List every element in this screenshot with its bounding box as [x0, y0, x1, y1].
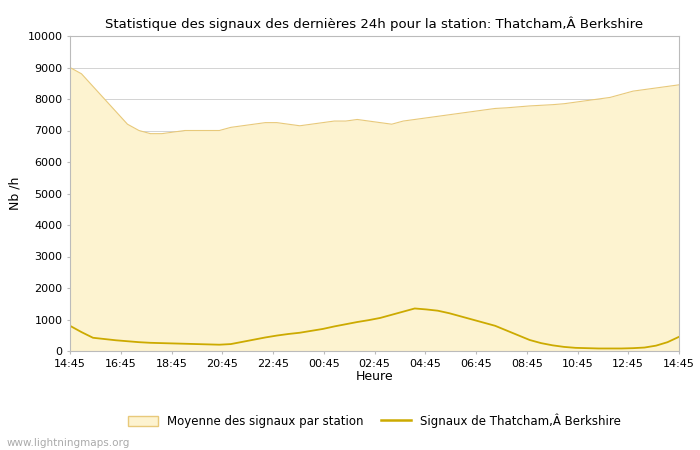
X-axis label: Heure: Heure — [356, 370, 393, 383]
Title: Statistique des signaux des dernières 24h pour la station: Thatcham,Â Berkshire: Statistique des signaux des dernières 24… — [106, 16, 643, 31]
Legend: Moyenne des signaux par station, Signaux de Thatcham,Â Berkshire: Moyenne des signaux par station, Signaux… — [128, 414, 621, 428]
Text: www.lightningmaps.org: www.lightningmaps.org — [7, 438, 130, 448]
Y-axis label: Nb /h: Nb /h — [9, 177, 22, 210]
